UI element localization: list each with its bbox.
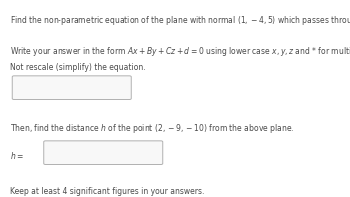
- Text: Keep at least 4 significant figures in your answers.: Keep at least 4 significant figures in y…: [10, 187, 205, 196]
- Text: Find the non-parametric equation of the plane with normal $(1,-4,5)$ which passe: Find the non-parametric equation of the …: [10, 14, 350, 27]
- Text: Then, find the distance $h$ of the point $(2,-9,-10)$ from the above plane.: Then, find the distance $h$ of the point…: [10, 122, 295, 135]
- FancyBboxPatch shape: [12, 76, 131, 99]
- Text: $h =$: $h =$: [10, 150, 25, 161]
- FancyBboxPatch shape: [44, 141, 163, 164]
- Text: Write your answer in the form $Ax + By + Cz + d = 0$ using lower case $x, y, z$ : Write your answer in the form $Ax + By +…: [10, 45, 350, 58]
- Text: Not rescale (simplify) the equation.: Not rescale (simplify) the equation.: [10, 63, 146, 72]
